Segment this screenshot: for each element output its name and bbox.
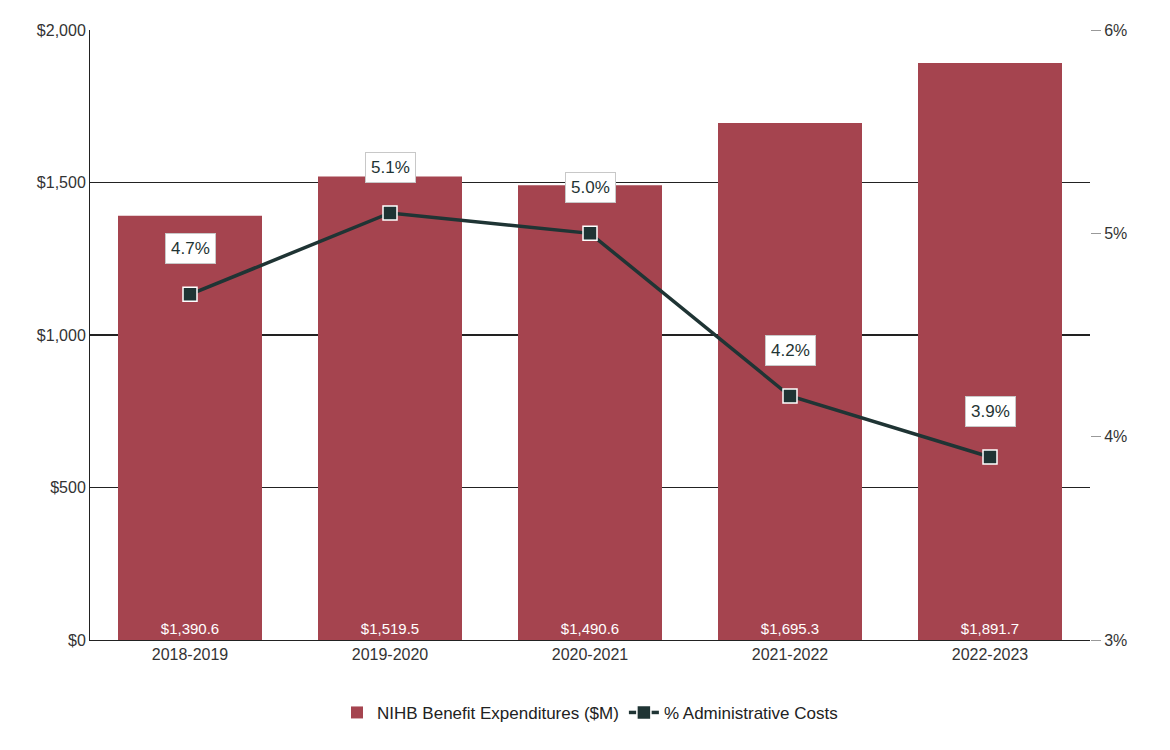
svg-text:2022-2023: 2022-2023 xyxy=(952,646,1029,663)
svg-text:$1,519.5: $1,519.5 xyxy=(361,620,419,637)
svg-text:4.2%: 4.2% xyxy=(771,341,810,360)
svg-text:6%: 6% xyxy=(1104,22,1127,39)
svg-text:$1,695.3: $1,695.3 xyxy=(761,620,819,637)
svg-text:3.9%: 3.9% xyxy=(971,402,1010,421)
svg-text:$1,891.7: $1,891.7 xyxy=(961,620,1019,637)
svg-text:3%: 3% xyxy=(1104,632,1127,649)
svg-text:% Administrative Costs: % Administrative Costs xyxy=(664,704,838,723)
svg-text:$1,490.6: $1,490.6 xyxy=(561,620,619,637)
svg-text:4.7%: 4.7% xyxy=(171,239,210,258)
svg-text:$2,000: $2,000 xyxy=(37,22,86,39)
svg-text:$1,000: $1,000 xyxy=(37,327,86,344)
svg-text:$500: $500 xyxy=(50,479,86,496)
svg-text:NIHB Benefit Expenditures ($M): NIHB Benefit Expenditures ($M) xyxy=(377,704,619,723)
svg-text:2021-2022: 2021-2022 xyxy=(752,646,829,663)
svg-text:$0: $0 xyxy=(68,632,86,649)
svg-text:2019-2020: 2019-2020 xyxy=(352,646,429,663)
svg-text:5%: 5% xyxy=(1104,225,1127,242)
svg-text:2020-2021: 2020-2021 xyxy=(552,646,629,663)
svg-text:$1,390.6: $1,390.6 xyxy=(161,620,219,637)
svg-text:5.0%: 5.0% xyxy=(571,178,610,197)
svg-text:4%: 4% xyxy=(1104,428,1127,445)
svg-text:5.1%: 5.1% xyxy=(371,158,410,177)
svg-text:2018-2019: 2018-2019 xyxy=(152,646,229,663)
svg-text:$1,500: $1,500 xyxy=(37,174,86,191)
